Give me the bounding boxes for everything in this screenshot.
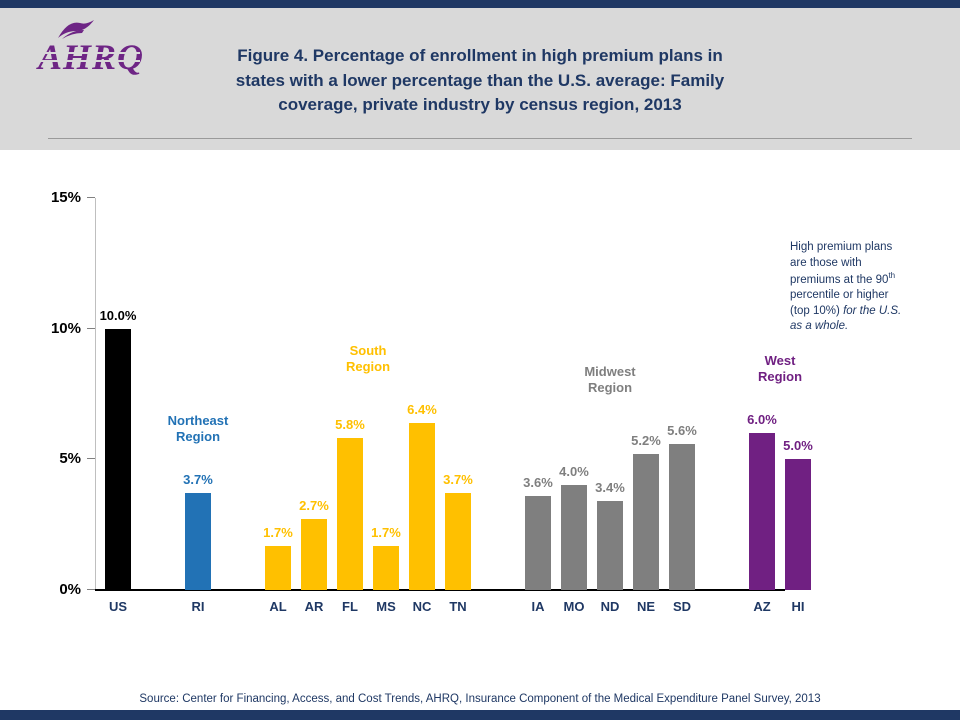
value-label-ND: 3.4%: [595, 480, 625, 495]
annotation-italic-text: for the U.S. as a whole.: [790, 304, 902, 333]
y-axis: [95, 198, 96, 590]
y-axis-tick: [87, 589, 95, 590]
x-axis-label-NC: NC: [412, 599, 432, 614]
x-axis-label-NE: NE: [636, 599, 656, 614]
bar-chart-plot-area: 0% 5% 10% 15% 10.0% US 3.7% RI Northeast Region 1.…: [51, 189, 813, 614]
region-label-west: West Region: [757, 352, 803, 384]
value-label-SD: 5.6%: [667, 423, 697, 438]
x-axis-label-TN: TN: [449, 599, 467, 614]
value-label-AZ: 6.0%: [747, 412, 777, 427]
bar-US: [105, 329, 131, 590]
value-label-RI: 3.7%: [183, 472, 213, 487]
x-axis-label-AR: AR: [304, 599, 324, 614]
bar-MS: [373, 546, 399, 590]
ahrq-logo-text: AHRQ: [36, 37, 145, 77]
figure-title: Figure 4. Percentage of enrollment in hi…: [190, 44, 770, 118]
annotation-superscript: th: [888, 271, 896, 281]
chart-annotation: High premium plans are those with premiu…: [790, 240, 910, 335]
bar-TN: [445, 493, 471, 590]
annotation-text: High premium plans are those with premiu…: [790, 241, 893, 286]
value-label-FL: 5.8%: [335, 417, 365, 432]
value-label-MO: 4.0%: [559, 464, 589, 479]
header-divider: [48, 138, 912, 139]
x-axis-label-AZ: AZ: [753, 599, 771, 614]
top-accent-bar: [0, 0, 960, 8]
value-label-AR: 2.7%: [299, 498, 329, 513]
bar-SD: [669, 444, 695, 590]
value-label-US: 10.0%: [99, 308, 137, 323]
figure-title-line-3: coverage, private industry by census reg…: [278, 95, 682, 115]
source-citation: Source: Center for Financing, Access, an…: [139, 693, 821, 705]
x-axis-label-US: US: [108, 599, 128, 614]
x-axis-label-SD: SD: [672, 599, 692, 614]
ahrq-logo: AHRQ: [36, 18, 158, 77]
region-label-south: South Region: [345, 342, 391, 374]
region-label-midwest: Midwest Region: [584, 363, 636, 395]
bar-AZ: [749, 433, 775, 590]
value-label-HI: 5.0%: [783, 438, 813, 453]
bar-AR: [301, 519, 327, 590]
bar-MO: [561, 485, 587, 590]
x-axis-label-MS: MS: [376, 599, 396, 614]
x-axis-label-MO: MO: [563, 599, 585, 614]
logo-speed-lines: [36, 52, 140, 68]
y-axis-tick: [87, 458, 95, 459]
figure-title-line-1: Figure 4. Percentage of enrollment in hi…: [237, 46, 723, 65]
value-label-AL: 1.7%: [263, 525, 293, 540]
x-axis-label-ND: ND: [600, 599, 620, 614]
y-axis-tick: [87, 328, 95, 329]
bar-NE: [633, 454, 659, 590]
value-label-NC: 6.4%: [407, 402, 437, 417]
x-axis-label-RI: RI: [191, 599, 205, 614]
annotation-text-cont: percentile or higher (top 10%): [790, 289, 889, 317]
x-axis-label-IA: IA: [531, 599, 545, 614]
eagle-icon: [58, 20, 94, 39]
bar-NC: [409, 423, 435, 590]
figure-title-line-2: states with a lower percentage than the …: [235, 70, 725, 90]
y-axis-label-15: 15%: [50, 189, 81, 206]
y-axis-label-10: 10%: [50, 320, 81, 337]
y-axis-label-5: 5%: [59, 450, 81, 467]
region-label-northeast: Northeast Region: [167, 412, 229, 444]
value-label-MS: 1.7%: [371, 525, 401, 540]
y-axis-tick: [87, 197, 95, 198]
y-axis-label-0: 0%: [59, 581, 81, 598]
bar-RI: [185, 493, 211, 590]
bar-FL: [337, 438, 363, 590]
bar-AL: [265, 546, 291, 590]
x-axis-baseline: [95, 589, 785, 591]
slide-header: AHRQ Figure 4. Percentage of enrollment …: [0, 8, 960, 150]
bottom-accent-bar: [0, 710, 960, 720]
x-axis-label-HI: HI: [791, 599, 805, 614]
value-label-TN: 3.7%: [443, 472, 473, 487]
x-axis-label-AL: AL: [269, 599, 287, 614]
x-axis-label-FL: FL: [342, 599, 358, 614]
value-label-IA: 3.6%: [523, 475, 553, 490]
value-label-NE: 5.2%: [631, 433, 661, 448]
bar-IA: [525, 496, 551, 590]
bar-HI: [785, 459, 811, 590]
bar-ND: [597, 501, 623, 590]
